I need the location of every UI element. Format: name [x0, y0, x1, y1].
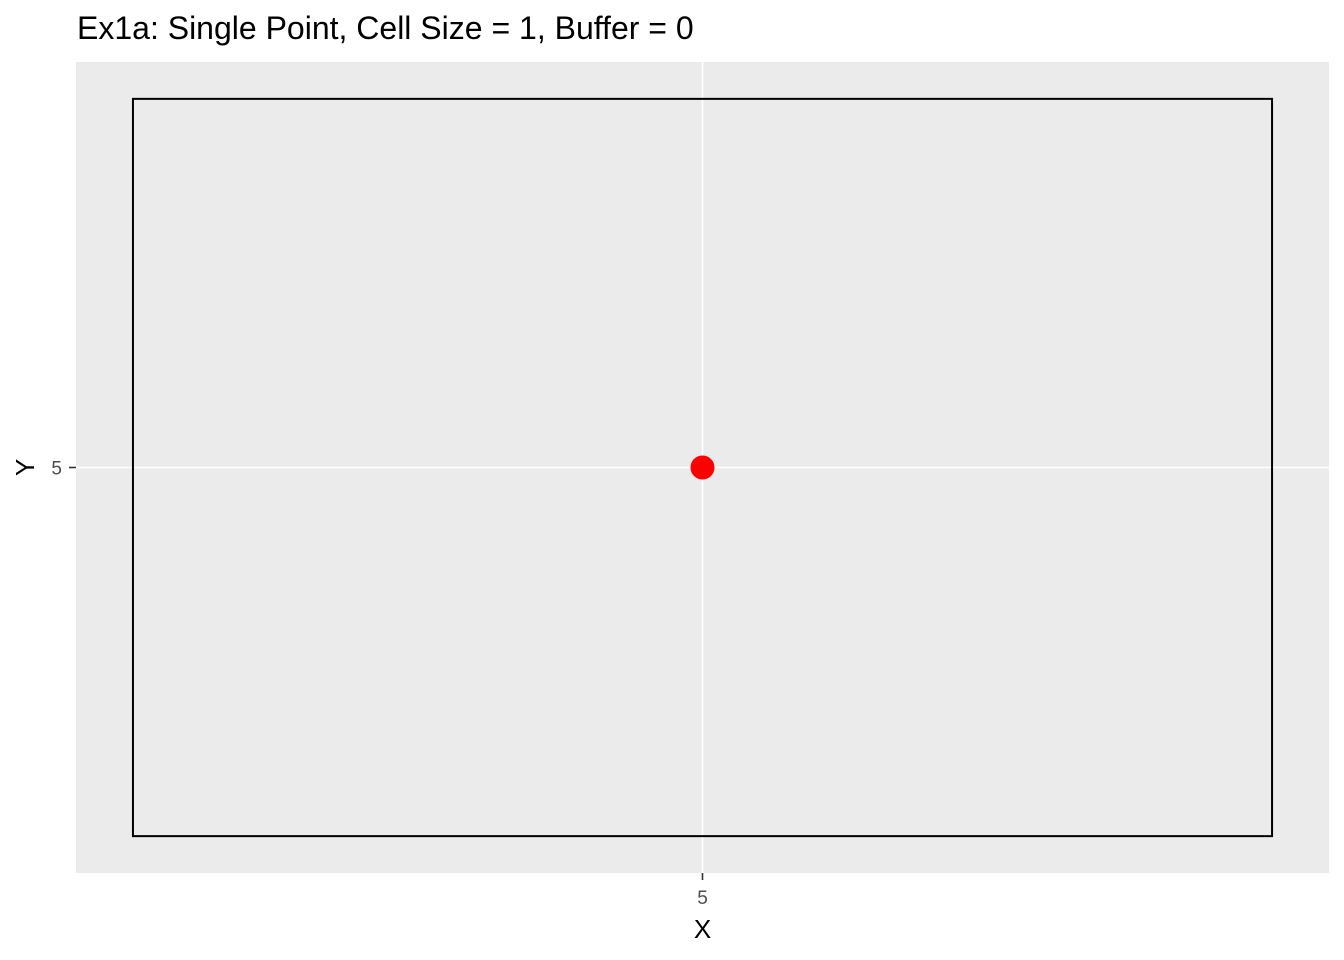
chart-title: Ex1a: Single Point, Cell Size = 1, Buffe… — [77, 10, 694, 46]
axis-ticks: 55 — [51, 459, 707, 910]
x-tick-label: 5 — [697, 888, 708, 909]
y-axis-title: Y — [10, 459, 40, 476]
y-tick-label: 5 — [51, 459, 62, 480]
cell-rectangle — [131, 97, 1274, 838]
x-axis-title: X — [694, 914, 711, 944]
points-layer — [690, 455, 715, 480]
data-point — [690, 455, 715, 480]
